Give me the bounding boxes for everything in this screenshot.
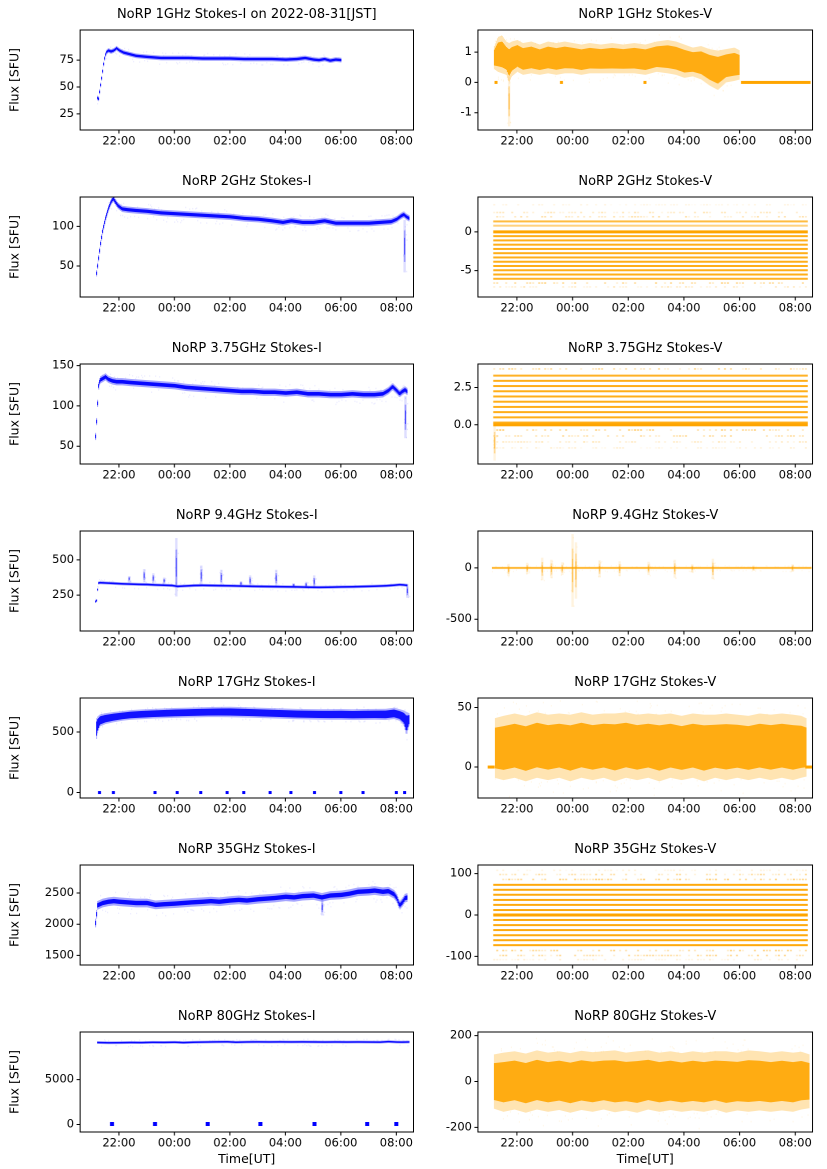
x-axis-label: Time[UT] <box>218 1151 276 1166</box>
plot-canvas <box>0 668 414 835</box>
chart-title: NoRP 1GHz Stokes-I on 2022-08-31[JST] <box>116 7 377 22</box>
plot-canvas <box>0 501 414 668</box>
plot-canvas <box>0 334 414 501</box>
plot-canvas <box>413 835 827 1002</box>
chart-title: NoRP 1GHz Stokes-V <box>578 7 713 22</box>
chart-norp-1ghz-stokes-i: NoRP 1GHz Stokes-I on 2022-08-31[JST] Fl… <box>0 0 414 167</box>
chart-title: NoRP 3.75GHz Stokes-V <box>568 341 723 356</box>
plot-canvas <box>413 0 827 167</box>
chart-norp-35ghz-stokes-v: NoRP 35GHz Stokes-V <box>413 835 827 1002</box>
plot-canvas <box>0 167 414 334</box>
chart-norp-3-75ghz-stokes-i: NoRP 3.75GHz Stokes-I Flux [SFU] <box>0 334 414 501</box>
x-axis-label: Time[UT] <box>616 1151 674 1166</box>
chart-title: NoRP 17GHz Stokes-I <box>177 675 316 690</box>
chart-norp-9-4ghz-stokes-v: NoRP 9.4GHz Stokes-V <box>413 501 827 668</box>
plot-canvas <box>413 501 827 668</box>
y-axis-label: Flux [SFU] <box>6 883 22 947</box>
y-axis-label: Flux [SFU] <box>6 382 22 446</box>
y-axis-label: Flux [SFU] <box>6 1050 22 1114</box>
chart-title: NoRP 17GHz Stokes-V <box>574 675 717 690</box>
plot-canvas <box>413 1002 827 1169</box>
y-axis-label: Flux [SFU] <box>6 716 22 780</box>
chart-title: NoRP 80GHz Stokes-I <box>177 1009 316 1024</box>
chart-title: NoRP 2GHz Stokes-I <box>182 174 312 189</box>
plot-canvas <box>413 334 827 501</box>
chart-title: NoRP 9.4GHz Stokes-V <box>572 508 719 523</box>
chart-title: NoRP 80GHz Stokes-V <box>574 1009 717 1024</box>
chart-norp-17ghz-stokes-i: NoRP 17GHz Stokes-I Flux [SFU] <box>0 668 414 835</box>
plot-canvas <box>0 835 414 1002</box>
chart-norp-80ghz-stokes-v: NoRP 80GHz Stokes-V Time[UT] <box>413 1002 827 1169</box>
y-axis-label: Flux [SFU] <box>6 48 22 112</box>
chart-norp-80ghz-stokes-i: NoRP 80GHz Stokes-I Flux [SFU] Time[UT] <box>0 1002 414 1169</box>
plot-canvas <box>0 1002 414 1169</box>
chart-norp-2ghz-stokes-i: NoRP 2GHz Stokes-I Flux [SFU] <box>0 167 414 334</box>
plot-canvas <box>0 0 414 167</box>
y-axis-label: Flux [SFU] <box>6 215 22 279</box>
chart-norp-3-75ghz-stokes-v: NoRP 3.75GHz Stokes-V <box>413 334 827 501</box>
chart-title: NoRP 3.75GHz Stokes-I <box>171 341 322 356</box>
y-axis-label: Flux [SFU] <box>6 549 22 613</box>
chart-norp-9-4ghz-stokes-i: NoRP 9.4GHz Stokes-I Flux [SFU] <box>0 501 414 668</box>
chart-norp-35ghz-stokes-i: NoRP 35GHz Stokes-I Flux [SFU] <box>0 835 414 1002</box>
plot-canvas <box>413 668 827 835</box>
chart-title: NoRP 2GHz Stokes-V <box>578 174 713 189</box>
chart-title: NoRP 35GHz Stokes-I <box>177 842 316 857</box>
plot-canvas <box>413 167 827 334</box>
chart-norp-2ghz-stokes-v: NoRP 2GHz Stokes-V <box>413 167 827 334</box>
chart-norp-1ghz-stokes-v: NoRP 1GHz Stokes-V <box>413 0 827 167</box>
chart-title: NoRP 35GHz Stokes-V <box>574 842 717 857</box>
chart-norp-17ghz-stokes-v: NoRP 17GHz Stokes-V <box>413 668 827 835</box>
chart-title: NoRP 9.4GHz Stokes-I <box>175 508 318 523</box>
